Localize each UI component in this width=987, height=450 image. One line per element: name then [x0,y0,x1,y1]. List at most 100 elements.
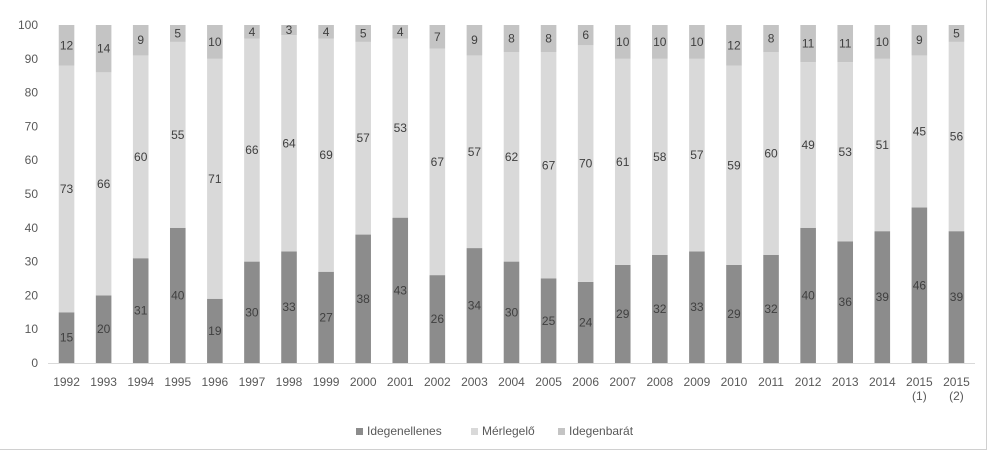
data-label: 67 [542,158,556,172]
bar-segment [429,275,446,363]
data-label: 40 [171,288,185,302]
data-label: 10 [616,35,630,49]
bar-segment [132,258,149,363]
bar-segment [874,231,891,363]
data-label: 71 [208,172,222,186]
x-tick-label: 1998 [276,375,303,389]
x-tick-label: 1992 [53,375,80,389]
bar-segment [689,251,705,363]
data-label: 67 [431,155,445,169]
bars: 1573122066143160940555197110306643364327… [58,23,965,363]
bar-segment [837,241,854,363]
y-tick-label: 80 [25,86,39,100]
x-tick-label: 2008 [646,375,673,389]
data-label: 20 [97,322,111,336]
data-label: 12 [727,38,741,52]
x-tick-label: 1997 [239,375,266,389]
bar-segment [837,25,854,63]
bar-segment [726,264,742,363]
data-label: 9 [916,33,923,47]
data-label: 31 [134,304,148,318]
data-label: 19 [208,324,222,338]
y-tick-label: 20 [25,288,39,302]
bar-segment [318,271,334,363]
data-label: 24 [579,315,593,329]
bar-segment [207,298,223,363]
data-label: 45 [913,124,927,138]
data-label: 33 [690,300,704,314]
data-label: 69 [319,148,333,162]
legend-label: Mérlegelő [482,424,535,438]
bar-segment [614,58,631,265]
data-label: 53 [394,121,408,135]
bar-segment [726,25,742,66]
bar-segment [540,52,557,279]
bar-segment [207,25,223,59]
bar-segment [763,254,779,363]
data-label: 4 [323,25,330,39]
data-label: 57 [468,145,482,159]
bar-segment [911,55,928,208]
data-label: 15 [60,331,74,345]
x-tick-label: 1995 [164,375,191,389]
data-label: 64 [282,136,296,150]
bar-segment [466,25,483,56]
data-label: 12 [60,38,74,52]
x-tick-label: 1993 [90,375,117,389]
data-label: 53 [839,145,853,159]
x-axis: 1992 1993 1994 1995 1996 1997 1998 1999 2000 2001… [53,375,970,403]
bar-segment [689,58,705,252]
data-label: 10 [876,35,890,49]
x-tick-label: 2010 [721,375,748,389]
bar-segment [466,248,483,363]
legend-swatch [471,428,478,435]
bar-segment [577,25,594,46]
bar-segment [95,295,112,363]
legend-label: Idegenellenes [367,424,442,438]
bar-segment [689,25,705,59]
data-label: 10 [208,35,222,49]
bar-segment [800,227,816,363]
data-label: 8 [508,32,515,46]
data-label: 38 [357,292,371,306]
bar-segment [948,25,965,42]
bar-segment [58,25,75,66]
data-label: 3 [286,23,293,37]
data-label: 57 [357,131,371,145]
bar-segment [392,25,409,39]
y-tick-label: 90 [25,52,39,66]
data-label: 8 [545,32,552,46]
data-label: 7 [434,30,441,44]
bar-segment [652,254,668,363]
bar-segment [874,58,891,232]
x-tick-label: 2015 (2) [943,375,970,403]
data-label: 73 [60,182,74,196]
bar-segment [800,62,816,228]
bar-segment [429,25,446,49]
bar-segment [577,45,594,282]
data-label: 6 [582,28,589,42]
data-label: 29 [727,307,741,321]
data-label: 57 [690,148,704,162]
data-label: 60 [764,146,778,160]
bar-segment [614,264,631,363]
bar-segment [95,72,112,296]
y-tick-label: 50 [25,187,39,201]
x-tick-label: 2007 [609,375,636,389]
data-label: 59 [727,158,741,172]
x-tick-label: 2015 (1) [906,375,933,403]
y-tick-label: 100 [18,18,38,32]
data-label: 25 [542,314,556,328]
legend-label: Idegenbarát [569,424,634,438]
bar-segment [355,25,371,42]
data-label: 58 [653,150,667,164]
x-tick-label: 2012 [795,375,822,389]
bar-segment [837,62,854,242]
bar-segment [726,65,742,265]
data-label: 30 [505,305,519,319]
bar-segment [318,38,334,272]
data-label: 4 [397,25,404,39]
bar-segment [652,58,668,255]
bar-segment [58,312,75,363]
